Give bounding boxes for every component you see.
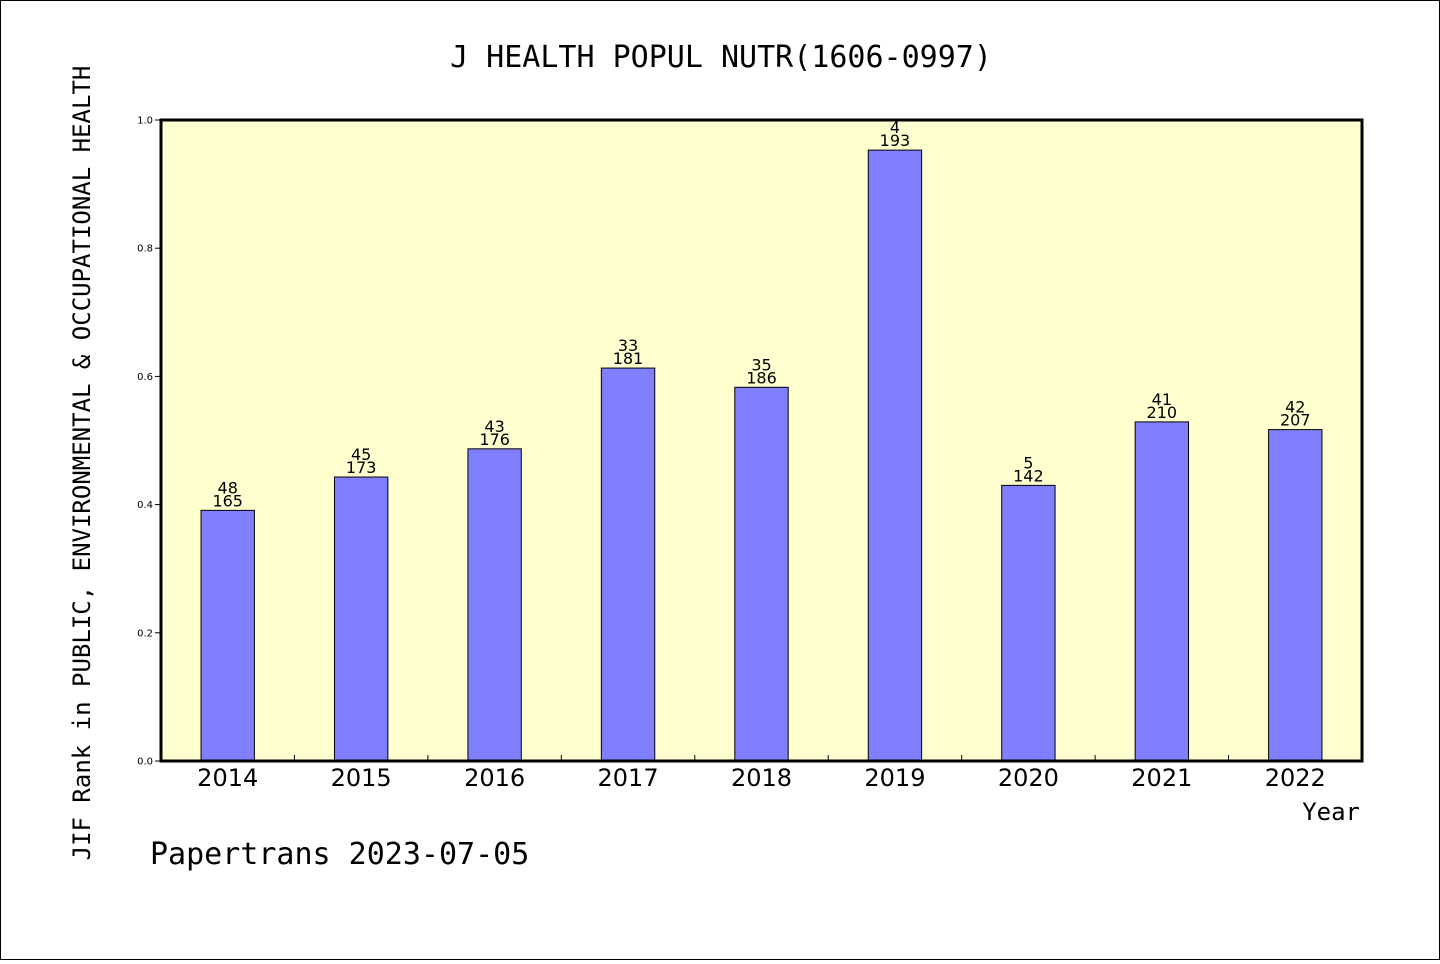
bar-2016	[467, 448, 522, 762]
bar-total-label-2016: 176	[479, 430, 510, 449]
x-tick-label-2017: 2017	[598, 764, 659, 792]
bar-2018	[734, 386, 789, 762]
y-tick-label: 0.6	[137, 372, 153, 383]
bar-total-label-2020: 142	[1013, 466, 1044, 485]
x-tick-label-2021: 2021	[1131, 764, 1192, 792]
bar-total-label-2022: 207	[1280, 411, 1311, 430]
bar-rank-label-2016: 43	[484, 417, 504, 436]
bar-rank-label-2018: 35	[751, 355, 771, 374]
bar-rank-label-2019: 4	[890, 118, 900, 137]
x-tick-label-2022: 2022	[1265, 764, 1326, 792]
bar-rank-label-2022: 42	[1285, 398, 1305, 417]
watermark: Papertrans 2023-07-05	[150, 837, 529, 872]
bar-2020	[1001, 484, 1056, 762]
bar-rank-label-2015: 45	[351, 445, 371, 464]
x-tick-label-2018: 2018	[731, 764, 792, 792]
bar-2015	[333, 476, 389, 762]
bar-rank-label-2017: 33	[618, 336, 638, 355]
y-tick-label: 1.0	[137, 116, 153, 127]
bar-total-label-2021: 210	[1147, 403, 1178, 422]
bar-rank-label-2014: 48	[218, 478, 238, 497]
x-axis-ticks: 2014 2015 2016 2017 2018 2019 2020 2021 2022	[197, 755, 1326, 792]
bar-total-label-2014: 165	[212, 491, 243, 510]
bar-2022	[1268, 429, 1323, 762]
x-tick-label-2014: 2014	[197, 764, 258, 792]
x-tick-label-2015: 2015	[331, 764, 392, 792]
bar-total-label-2015: 173	[346, 458, 377, 477]
x-tick-label-2020: 2020	[998, 764, 1059, 792]
bar-2014	[200, 509, 255, 762]
bar-2017	[600, 367, 656, 762]
bar-2019	[867, 149, 923, 762]
bar-total-label-2017: 181	[613, 349, 644, 368]
y-axis-label: JIF Rank in PUBLIC, ENVIRONMENTAL & OCCU…	[68, 66, 96, 861]
x-axis-label: Year	[1302, 798, 1360, 826]
x-tick-label-2016: 2016	[464, 764, 525, 792]
y-tick-label: 0.8	[137, 244, 153, 255]
y-axis-ticks: 0.0 0.2 0.4 0.6 0.8 1.0	[137, 116, 161, 768]
bar-total-label-2019: 193	[880, 131, 911, 150]
y-tick-label: 0.2	[137, 628, 153, 639]
y-tick-label: 0.4	[137, 500, 153, 511]
bar-total-label-2018: 186	[746, 368, 777, 387]
x-tick-label-2019: 2019	[864, 764, 925, 792]
plot-border	[159, 118, 1364, 763]
bar-2021	[1134, 421, 1190, 762]
bar-rank-label-2021: 41	[1152, 390, 1172, 409]
chart-title: J HEALTH POPUL NUTR(1606-0997)	[450, 40, 992, 75]
bar-rank-label-2020: 5	[1023, 453, 1033, 472]
y-tick-label: 0.0	[137, 757, 153, 768]
